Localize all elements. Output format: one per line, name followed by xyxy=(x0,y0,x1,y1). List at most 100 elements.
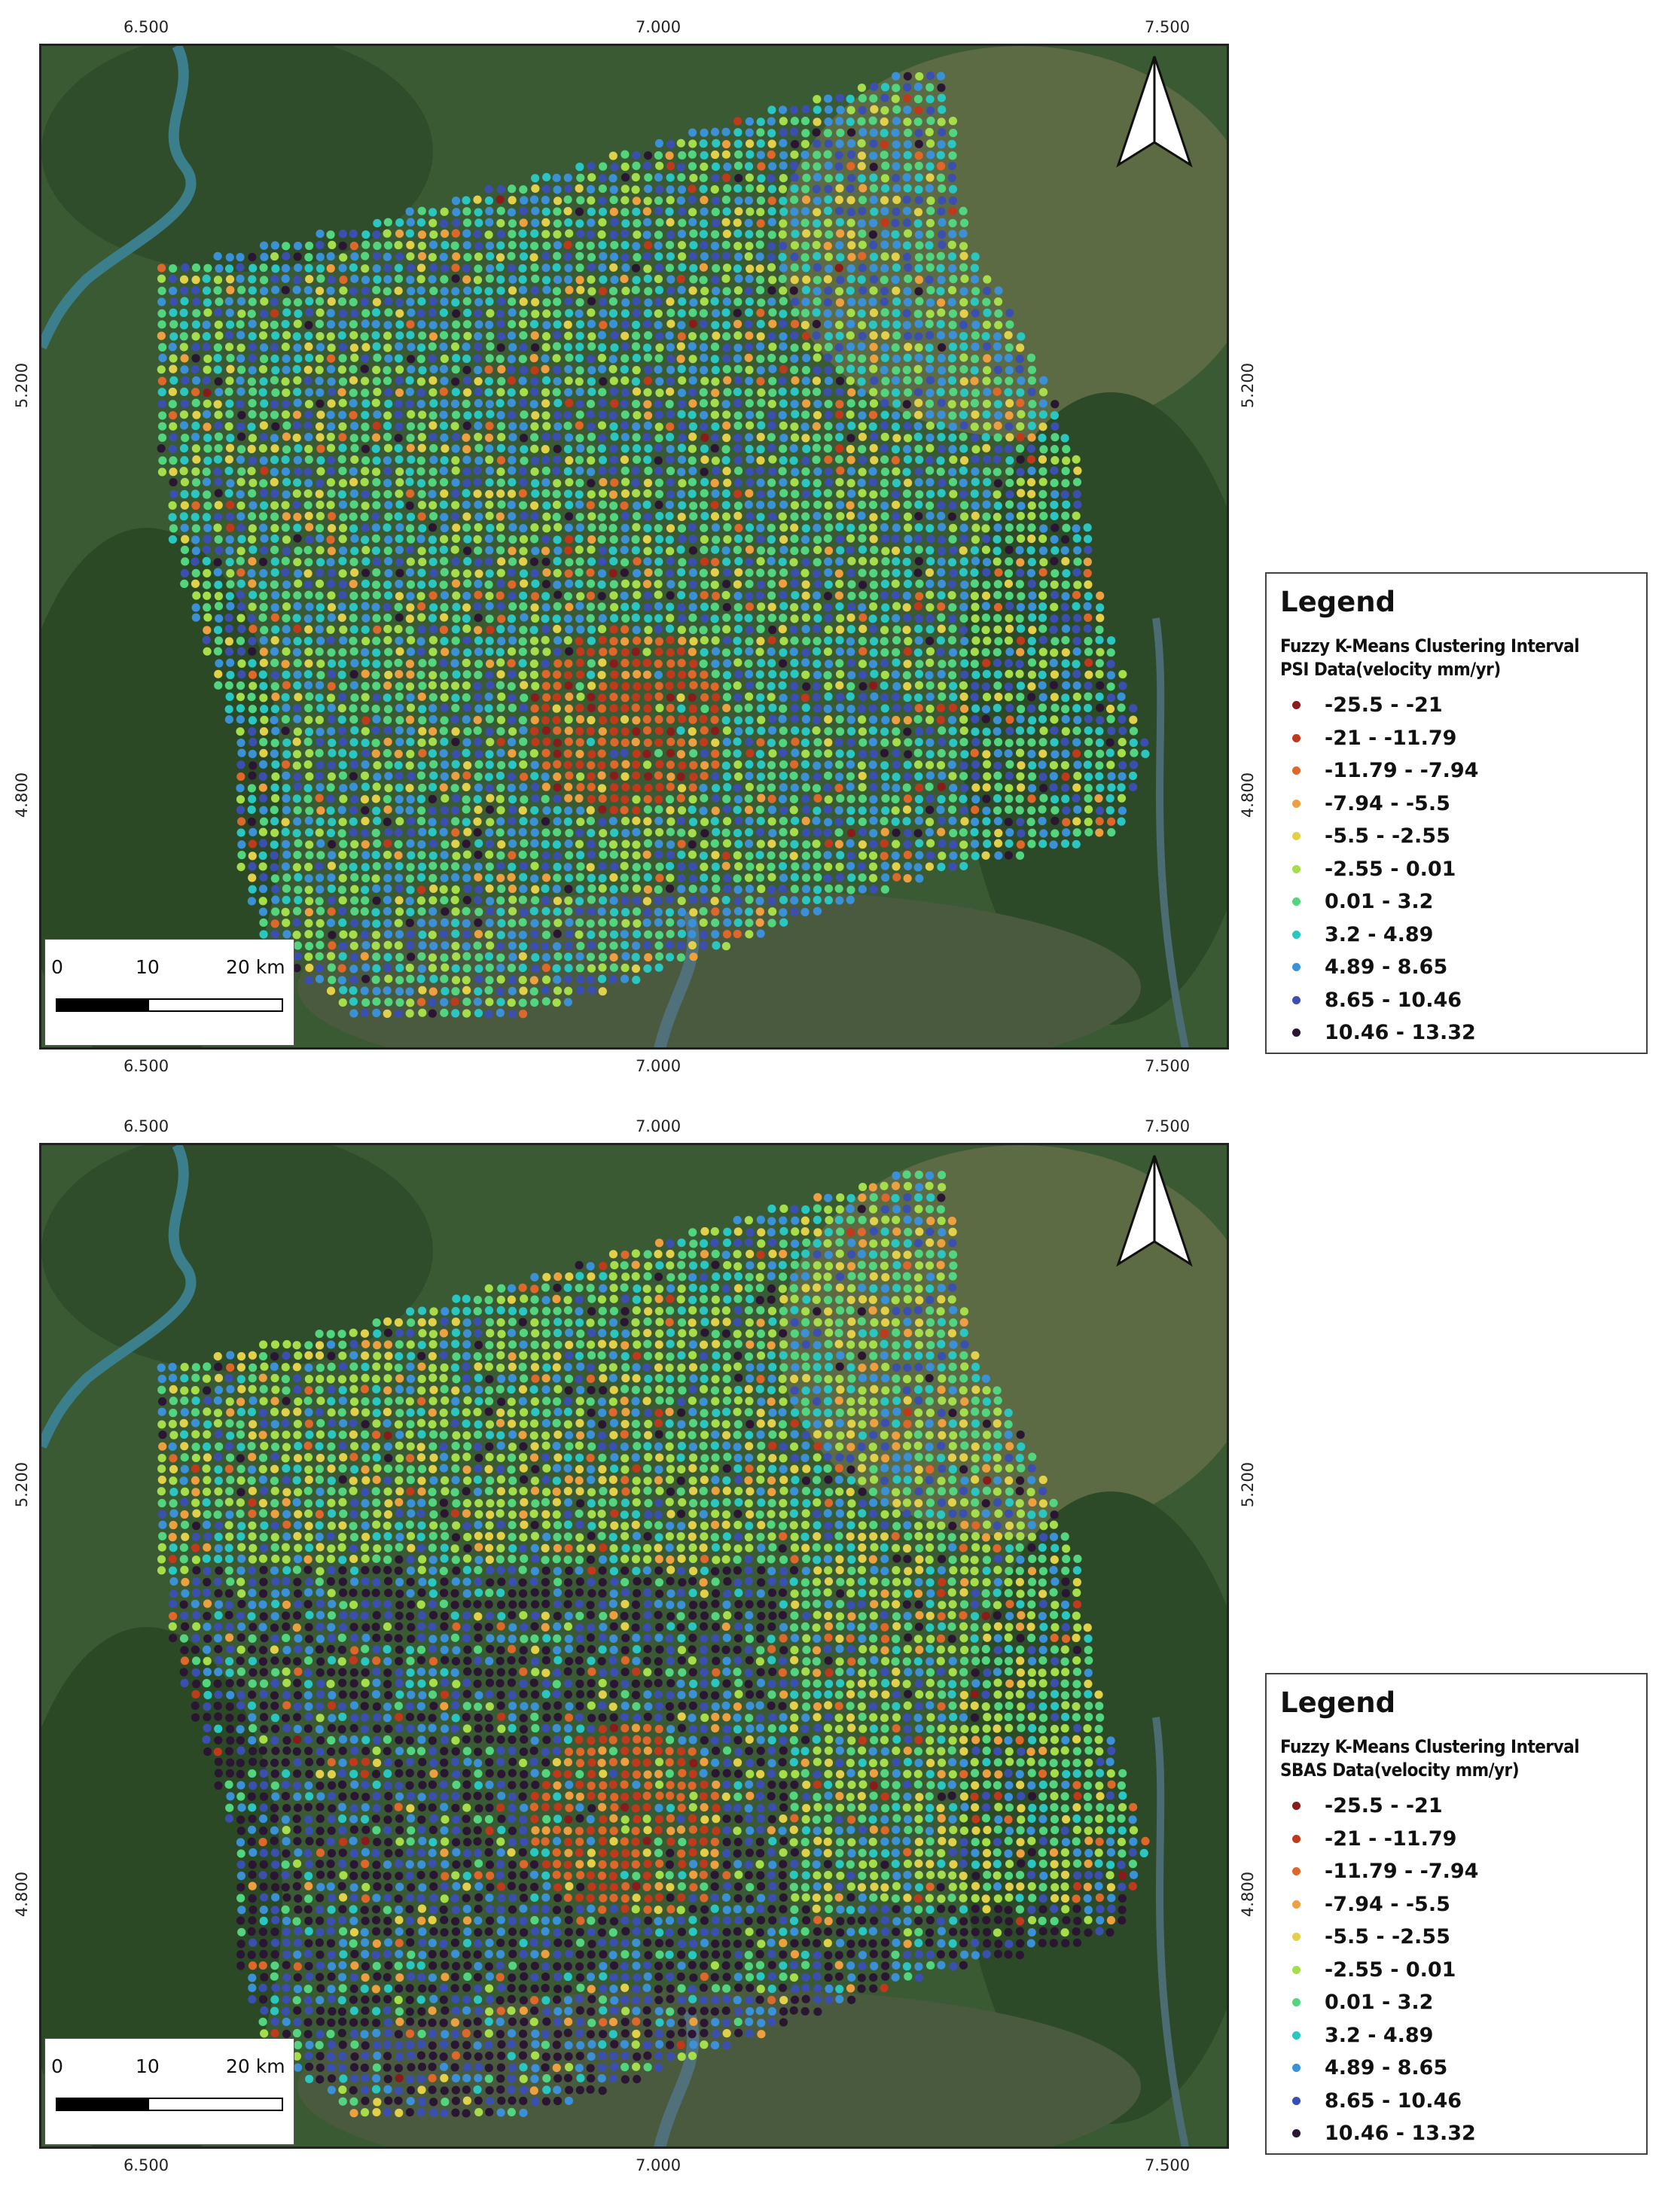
psi-velocity-point xyxy=(881,794,890,803)
psi-velocity-point xyxy=(858,229,867,238)
psi-velocity-point xyxy=(518,229,527,238)
psi-velocity-point xyxy=(938,839,947,848)
psi-velocity-point xyxy=(575,241,584,250)
psi-velocity-point xyxy=(711,794,721,803)
psi-velocity-point xyxy=(1072,794,1081,803)
psi-velocity-point xyxy=(292,647,302,657)
psi-velocity-point xyxy=(1005,839,1014,849)
psi-velocity-point xyxy=(902,218,912,227)
psi-velocity-point xyxy=(768,162,777,171)
psi-velocity-point xyxy=(722,467,731,476)
psi-velocity-point xyxy=(1061,794,1070,803)
psi-velocity-point xyxy=(1039,784,1048,793)
psi-velocity-point xyxy=(903,512,913,521)
psi-velocity-point xyxy=(632,827,641,836)
psi-velocity-point xyxy=(181,557,190,566)
psi-velocity-point xyxy=(642,862,651,871)
psi-velocity-point xyxy=(215,659,224,668)
psi-velocity-point xyxy=(745,230,754,239)
psi-velocity-point xyxy=(699,626,708,635)
psi-velocity-point xyxy=(394,434,403,443)
psi-velocity-point xyxy=(429,771,438,780)
psi-velocity-point xyxy=(440,321,449,330)
psi-velocity-point xyxy=(1051,829,1060,838)
psi-velocity-point xyxy=(609,513,619,522)
psi-velocity-point xyxy=(936,72,945,81)
psi-velocity-point xyxy=(327,760,337,770)
psi-velocity-point xyxy=(767,286,776,295)
psi-velocity-point xyxy=(609,556,618,566)
psi-velocity-point xyxy=(293,806,302,815)
psi-velocity-point xyxy=(982,693,992,702)
psi-velocity-point xyxy=(203,433,212,443)
psi-velocity-point xyxy=(824,692,833,701)
psi-velocity-point xyxy=(326,432,335,441)
psi-velocity-point xyxy=(869,399,879,408)
psi-velocity-point xyxy=(529,850,539,859)
psi-velocity-point xyxy=(248,716,258,725)
psi-velocity-point xyxy=(689,637,698,646)
psi-velocity-point xyxy=(293,456,302,465)
psi-velocity-point xyxy=(407,772,416,781)
psi-velocity-point xyxy=(858,624,868,633)
psi-velocity-point xyxy=(474,839,483,848)
psi-velocity-point xyxy=(316,806,325,815)
psi-velocity-point xyxy=(452,354,461,363)
psi-velocity-point xyxy=(971,287,980,296)
psi-velocity-point xyxy=(587,468,596,477)
psi-velocity-point xyxy=(620,568,629,577)
psi-velocity-point xyxy=(858,354,867,363)
psi-velocity-point xyxy=(564,681,573,690)
psi-velocity-point xyxy=(259,658,268,668)
psi-velocity-point xyxy=(1016,388,1025,397)
psi-velocity-point xyxy=(869,885,878,894)
psi-velocity-point xyxy=(474,523,483,532)
psi-velocity-point xyxy=(463,547,472,556)
psi-velocity-point xyxy=(372,693,381,702)
psi-velocity-point xyxy=(813,580,822,589)
psi-velocity-point xyxy=(779,648,788,657)
psi-velocity-point xyxy=(249,624,258,633)
psi-velocity-point xyxy=(790,636,799,645)
psi-velocity-point xyxy=(892,162,901,171)
psi-velocity-point xyxy=(858,432,867,441)
psi-velocity-point xyxy=(789,161,798,170)
psi-velocity-point xyxy=(416,355,425,364)
psi-velocity-point xyxy=(338,354,347,363)
psi-velocity-point xyxy=(642,580,652,589)
psi-velocity-point xyxy=(202,545,212,554)
psi-velocity-point xyxy=(959,648,968,657)
psi-velocity-point xyxy=(711,197,721,206)
psi-velocity-point xyxy=(755,873,764,882)
psi-velocity-point xyxy=(677,659,686,668)
psi-velocity-point xyxy=(959,364,968,374)
psi-velocity-point xyxy=(598,207,608,216)
psi-velocity-point xyxy=(1051,523,1060,532)
psi-velocity-point xyxy=(541,635,550,644)
psi-velocity-point xyxy=(1072,524,1081,533)
psi-velocity-point xyxy=(813,489,822,498)
psi-velocity-point xyxy=(1039,829,1048,838)
psi-velocity-point xyxy=(1016,636,1026,645)
psi-velocity-point xyxy=(801,852,810,861)
psi-velocity-point xyxy=(767,489,776,498)
psi-velocity-point xyxy=(880,443,889,453)
psi-velocity-point xyxy=(869,749,879,758)
psi-velocity-point xyxy=(823,783,832,792)
psi-velocity-point xyxy=(744,162,754,171)
psi-velocity-point xyxy=(519,885,528,894)
psi-velocity-point xyxy=(316,252,325,261)
psi-velocity-point xyxy=(259,276,269,285)
psi-velocity-point xyxy=(869,637,879,646)
psi-velocity-point xyxy=(925,692,935,702)
psi-velocity-point xyxy=(1062,828,1071,837)
psi-velocity-point xyxy=(993,625,1002,634)
psi-velocity-point xyxy=(418,827,427,836)
psi-velocity-point xyxy=(925,738,935,747)
psi-velocity-point xyxy=(349,467,358,476)
psi-velocity-point xyxy=(564,433,574,442)
psi-map-frame[interactable]: 0 10 20 km xyxy=(39,44,1229,1050)
psi-velocity-point xyxy=(904,569,913,578)
psi-velocity-point xyxy=(722,805,731,814)
psi-velocity-point xyxy=(463,556,472,566)
